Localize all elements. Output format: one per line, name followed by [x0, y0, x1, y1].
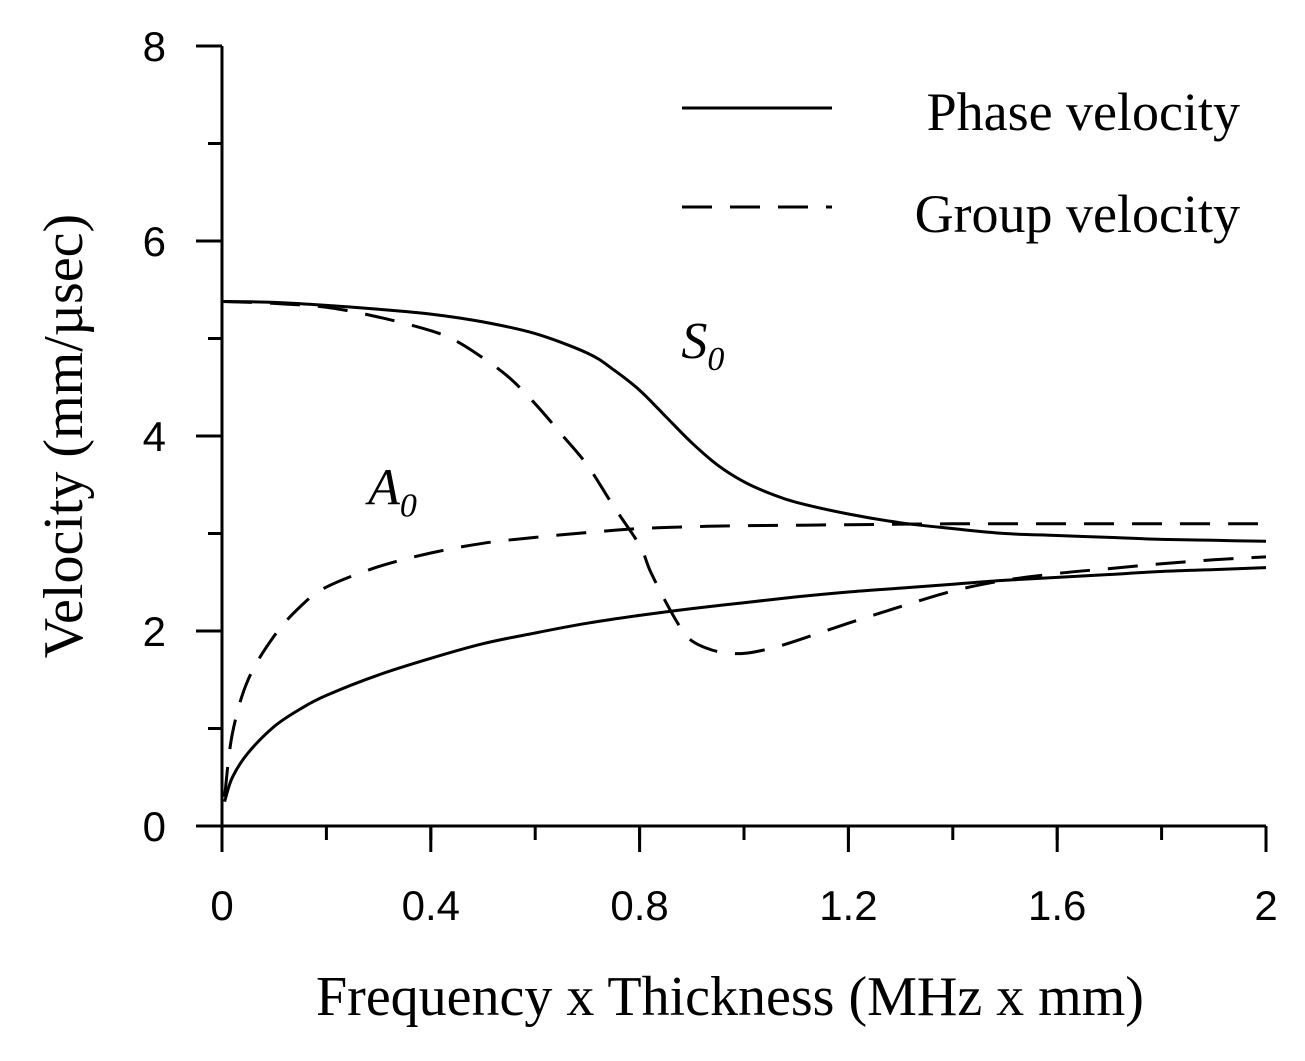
x-tick-label: 0 [210, 882, 233, 929]
x-tick-label: 1.6 [1028, 882, 1086, 929]
curve-labels: S0 A0 [365, 313, 724, 524]
y-axis-title: Velocity (mm/µsec) [33, 214, 95, 658]
curve-label-s0: S0 [681, 313, 724, 378]
x-tick-label: 1.2 [819, 882, 877, 929]
series-a0-group [223, 522, 1266, 797]
curve-label-a0: A0 [365, 459, 417, 524]
y-tick-label: 0 [143, 803, 166, 850]
legend-label-group: Group velocity [915, 184, 1240, 244]
legend-label-phase: Phase velocity [927, 82, 1240, 142]
legend: Phase velocity Group velocity [682, 82, 1240, 244]
x-tick-label: 2 [1254, 882, 1277, 929]
x-axis-title: Frequency x Thickness (MHz x mm) [316, 966, 1144, 1028]
data-series [221, 300, 1267, 803]
x-tick-label: 0.4 [402, 882, 460, 929]
tick-labels: 0 0.4 0.8 1.2 1.6 2 0 2 4 6 8 [143, 23, 1278, 929]
x-tick-label: 0.8 [610, 882, 668, 929]
y-tick-label: 2 [143, 608, 166, 655]
series-s0-phase [221, 300, 1267, 543]
y-tick-label: 6 [143, 218, 166, 265]
series-a0-phase [223, 566, 1267, 803]
axis-ticks [196, 44, 1268, 852]
y-tick-label: 4 [143, 413, 166, 460]
y-tick-label: 8 [143, 23, 166, 70]
